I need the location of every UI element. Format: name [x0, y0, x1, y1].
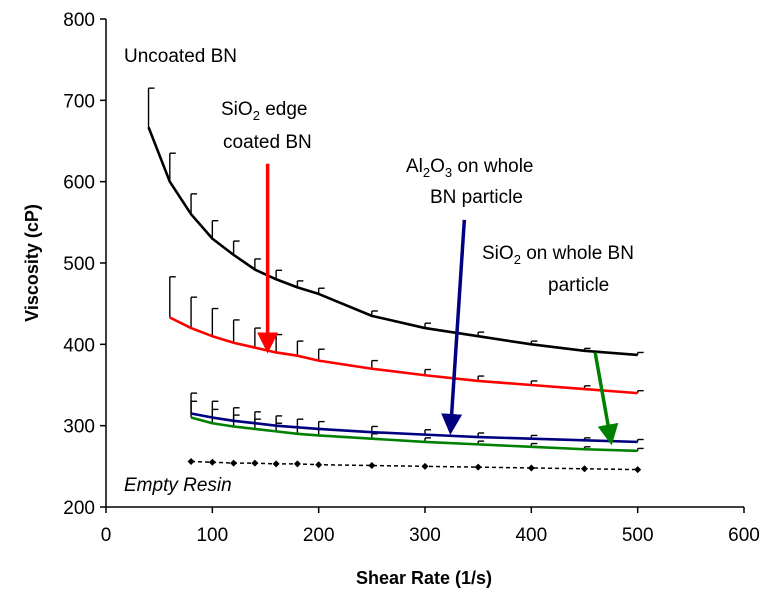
error-bars [147, 87, 644, 451]
x-axis-title: Shear Rate (1/s) [356, 568, 492, 588]
data-point-marker [230, 459, 238, 467]
annotation-al2o3: Al2O3 on whole [406, 156, 534, 180]
series-line-3 [190, 416, 638, 453]
annotation-sio2edge: SiO2 edge [221, 99, 307, 123]
data-point-marker [527, 464, 535, 472]
x-tick-label: 200 [303, 525, 335, 546]
data-point-marker [474, 463, 482, 471]
series-line-2 [190, 412, 638, 444]
arrow-sio2whole [593, 352, 619, 446]
x-tick-label: 400 [515, 525, 547, 546]
data-point-marker [634, 466, 642, 474]
x-tick-label: 0 [101, 525, 112, 546]
data-point-marker [581, 465, 588, 473]
y-tick-label: 300 [63, 417, 95, 438]
annotation-sio2whole: particle [548, 275, 609, 296]
x-tick-label: 300 [409, 525, 441, 546]
series-lines [147, 126, 642, 474]
annotation-arrows [257, 163, 619, 446]
data-point-marker [208, 458, 216, 466]
data-point-marker [368, 462, 376, 470]
series-line-4 [191, 460, 638, 471]
annotation-uncoated: Uncoated BN [124, 46, 237, 67]
y-tick-label: 800 [63, 10, 95, 31]
data-point-marker [421, 462, 429, 470]
x-tick-labels: 0 100 200 300 400 500 600 [101, 525, 760, 546]
arrow-al2o3 [441, 219, 467, 435]
annotation-sio2edge: coated BN [223, 132, 312, 153]
data-point-marker [251, 459, 259, 467]
annotation-al2o3: BN particle [430, 187, 523, 208]
y-axis-title: Viscosity (cP) [22, 204, 42, 322]
annotation-sio2whole: SiO2 on whole BN [482, 243, 634, 267]
x-tick-label: 600 [728, 525, 760, 546]
y-tick-label: 600 [63, 173, 95, 194]
data-point-marker [315, 461, 323, 469]
x-tick-label: 500 [622, 525, 654, 546]
axes [100, 18, 745, 513]
series-line-1 [169, 316, 638, 395]
y-tick-label: 400 [63, 335, 95, 356]
y-tick-labels: 200 300 400 500 600 700 800 [63, 10, 95, 519]
data-point-marker [272, 460, 280, 468]
data-point-marker [293, 460, 301, 468]
y-tick-label: 200 [63, 498, 95, 519]
x-tick-label: 100 [196, 525, 228, 546]
data-point-marker [187, 457, 195, 465]
series-line-0 [147, 126, 638, 357]
annotations: Uncoated BN SiO2 edge coated BN Al2O3 on wh… [124, 46, 634, 496]
y-tick-label: 700 [63, 91, 95, 112]
y-tick-label: 500 [63, 254, 95, 275]
annotation-empty: Empty Resin [124, 475, 232, 496]
